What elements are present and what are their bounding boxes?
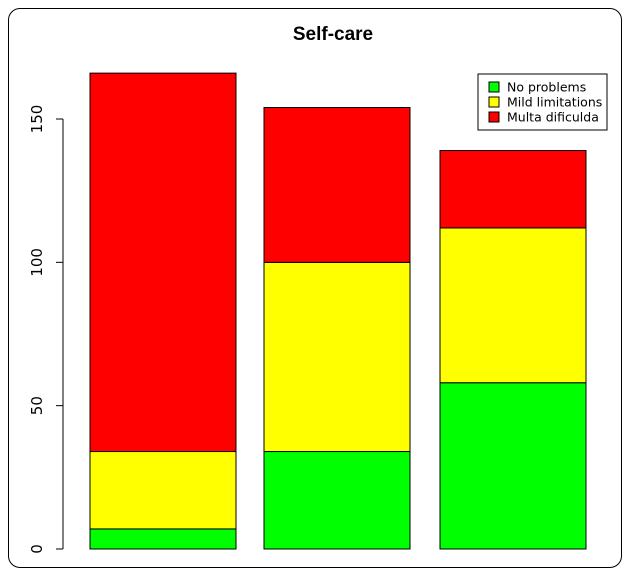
y-axis: 0 50 100 150 bbox=[28, 105, 64, 553]
bar-3-multa-dificulda bbox=[439, 150, 587, 229]
legend-label-2: Mild limitations bbox=[507, 95, 602, 110]
bars-group bbox=[89, 72, 587, 550]
legend-swatch-2 bbox=[488, 96, 500, 108]
bar-1-multa-dificulda bbox=[89, 72, 237, 453]
bar-2-mild-limitations bbox=[263, 261, 411, 453]
bar-2-multa-dificulda bbox=[263, 107, 411, 263]
y-tick-label-100: 100 bbox=[28, 248, 46, 277]
bar-1-mild-limitations bbox=[89, 451, 237, 530]
bar-3-no-problems bbox=[439, 382, 587, 550]
bar-2-no-problems bbox=[263, 451, 411, 550]
legend-swatch-1 bbox=[488, 81, 500, 93]
bar-3-mild-limitations bbox=[439, 227, 587, 384]
legend-label-3: Multa dificulda bbox=[507, 110, 599, 125]
chart-title: Self-care bbox=[293, 24, 373, 45]
legend-swatch-3 bbox=[488, 111, 500, 123]
bar-1-no-problems bbox=[89, 528, 237, 550]
y-tick-label-50: 50 bbox=[28, 396, 46, 415]
y-tick-label-0: 0 bbox=[28, 544, 46, 553]
legend-label-1: No problems bbox=[507, 80, 586, 95]
y-tick-label-150: 150 bbox=[28, 105, 46, 134]
